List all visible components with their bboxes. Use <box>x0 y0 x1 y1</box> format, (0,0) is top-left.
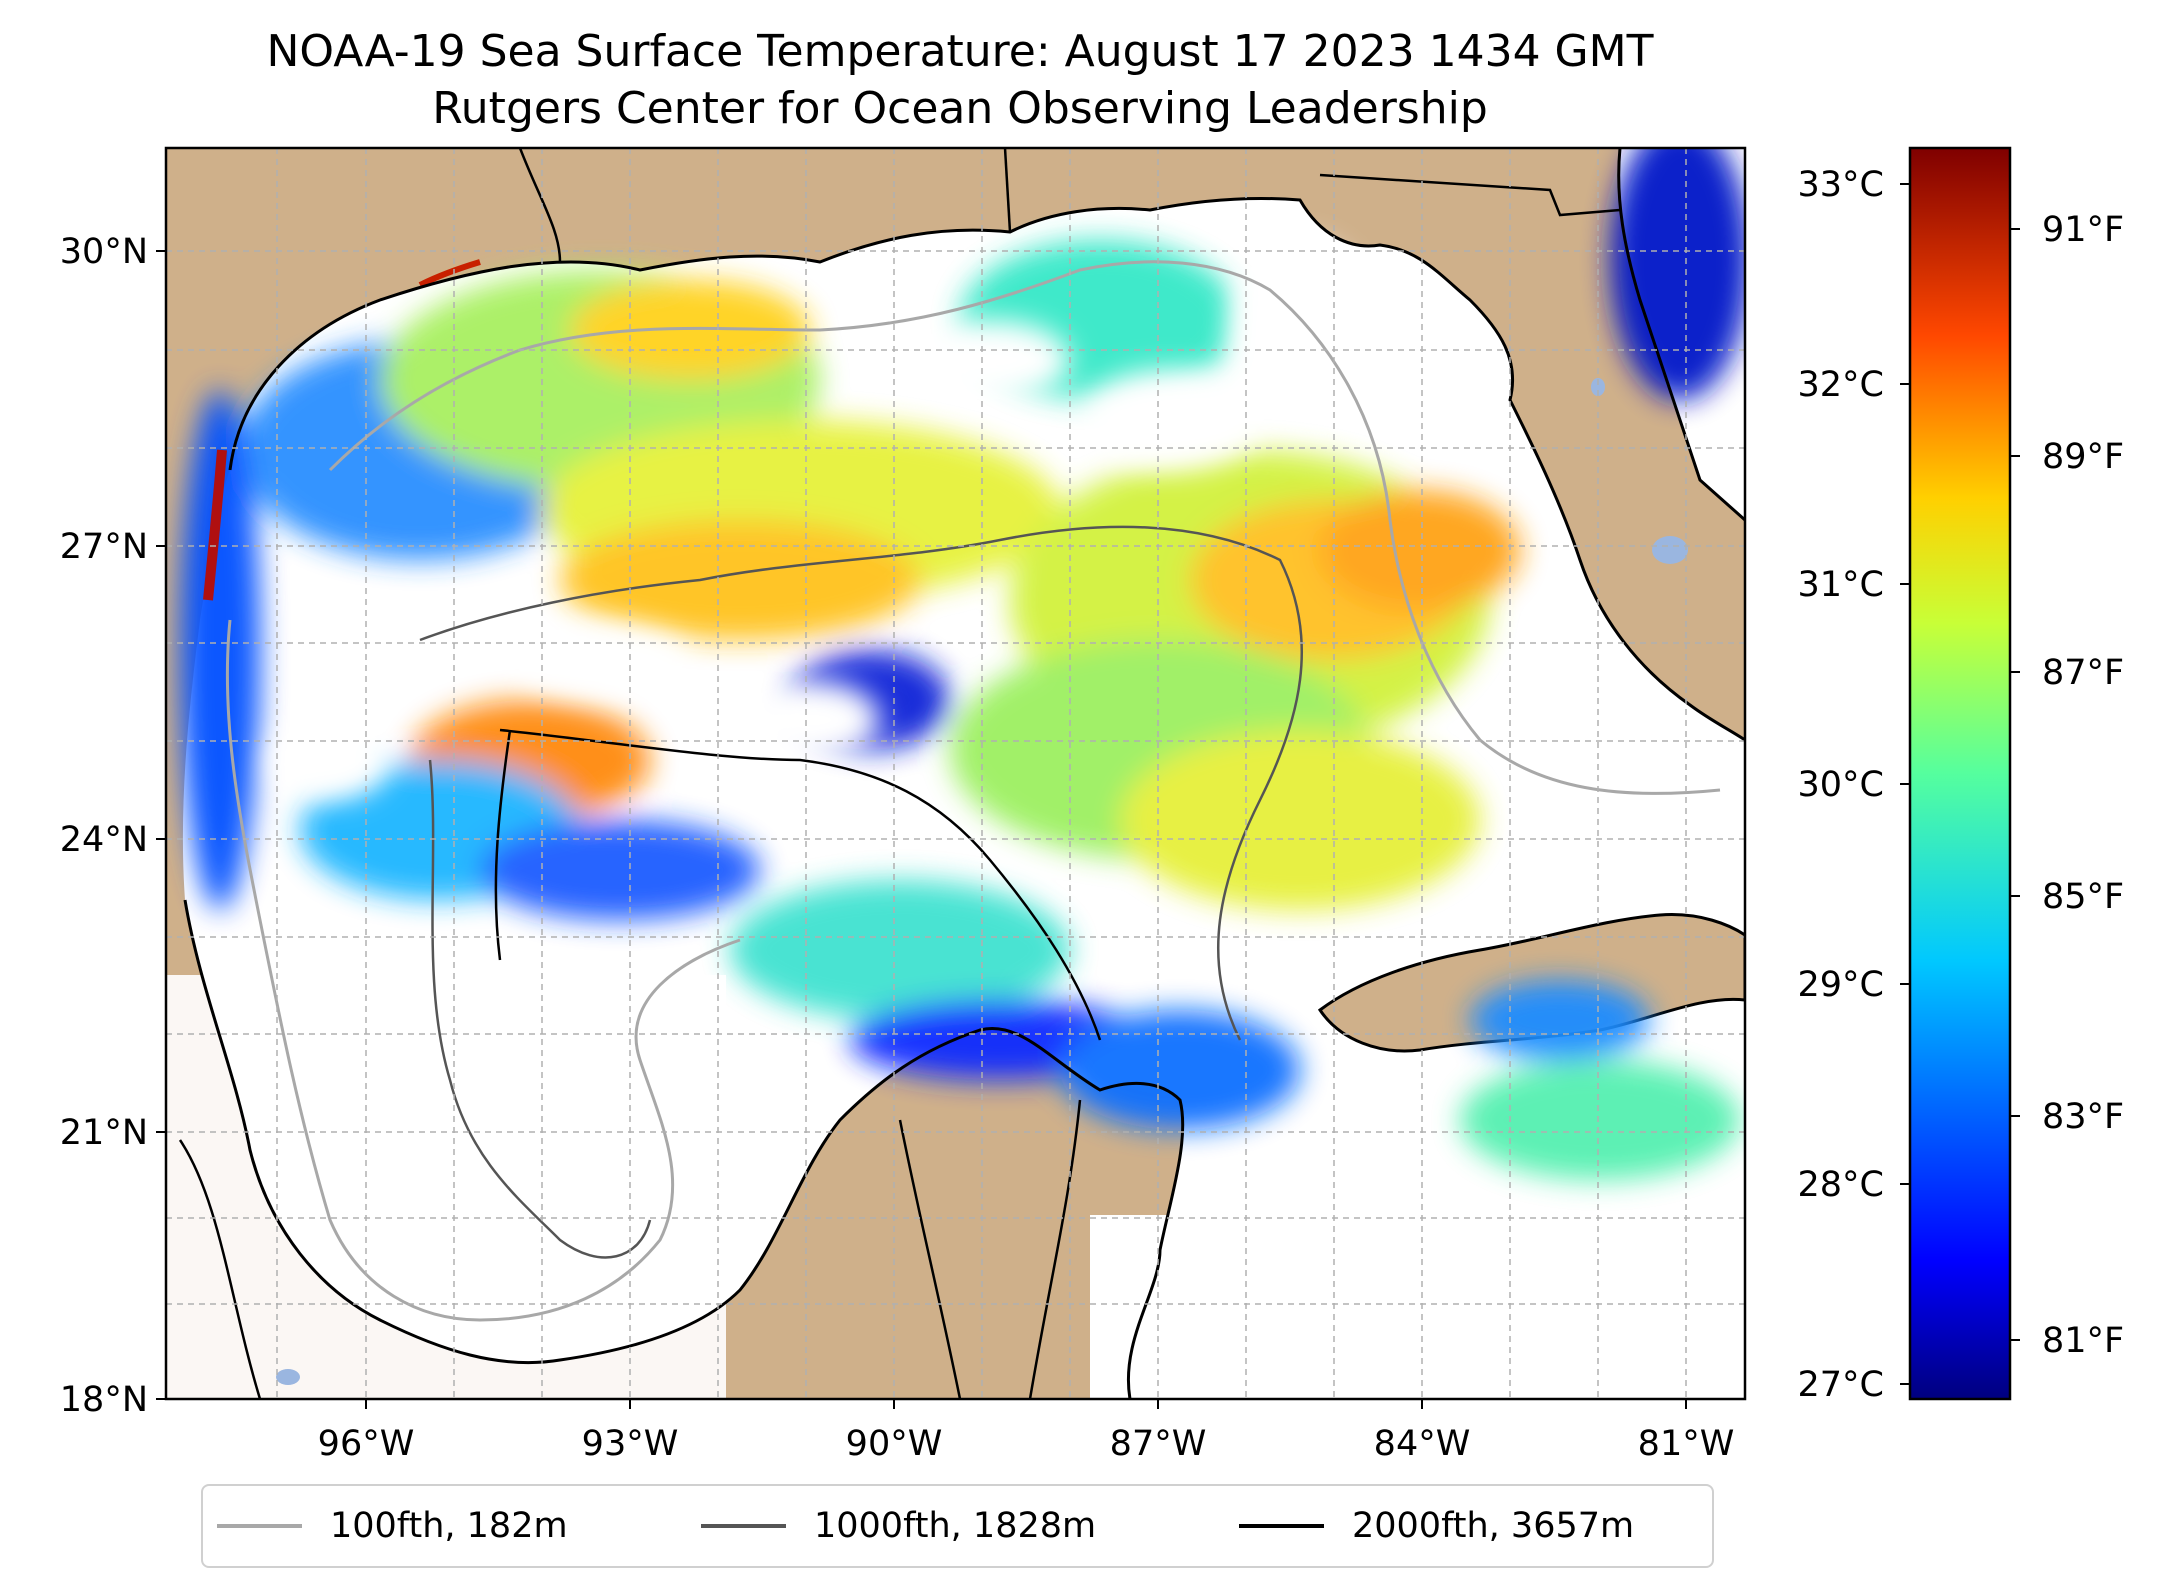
lon-label: 84°W <box>1374 1424 1471 1464</box>
colorbar: 33°C 32°C 31°C 30°C 29°C 28°C 27°C 91°F … <box>1798 146 2124 1405</box>
bathymetry-contours <box>225 260 1721 1322</box>
fahrenheit-tick: 87°F <box>2042 653 2124 693</box>
lon-label: 90°W <box>846 1424 943 1464</box>
legend-label: 100fth, 182m <box>330 1506 568 1546</box>
colorbar-gradient <box>1908 146 2012 1401</box>
longitude-labels: 96°W 93°W 90°W 87°W 84°W 81°W <box>318 1424 1735 1464</box>
latitude-labels: 30°N 27°N 24°N 21°N 18°N <box>60 232 148 1420</box>
lake <box>1591 378 1605 396</box>
lat-label: 21°N <box>60 1113 148 1153</box>
map-subtitle: Rutgers Center for Ocean Observing Leade… <box>432 83 1488 134</box>
celsius-tick: 31°C <box>1798 565 1884 605</box>
lat-label: 27°N <box>60 527 148 567</box>
legend-label: 2000fth, 3657m <box>1352 1506 1635 1546</box>
fahrenheit-tick: 81°F <box>2042 1321 2124 1361</box>
contour-legend: 100fth, 182m 1000fth, 1828m 2000fth, 365… <box>201 1484 1714 1568</box>
contour-2000fth <box>494 728 1102 1041</box>
legend-item-100fth: 100fth, 182m <box>217 1486 568 1566</box>
map-panel <box>166 148 1745 1399</box>
map-title: NOAA-19 Sea Surface Temperature: August … <box>266 26 1654 77</box>
coastline-south <box>183 899 1185 1399</box>
lon-label: 87°W <box>1110 1424 1207 1464</box>
celsius-tick: 32°C <box>1798 365 1884 405</box>
celsius-tick: 29°C <box>1798 965 1884 1005</box>
legend-line-icon <box>217 1524 302 1528</box>
lon-label: 93°W <box>582 1424 679 1464</box>
lake <box>276 1369 300 1385</box>
legend-line-icon <box>1239 1524 1324 1528</box>
fahrenheit-tick: 91°F <box>2042 210 2124 250</box>
celsius-tick: 30°C <box>1798 765 1884 805</box>
contour-100fth <box>225 260 1721 1322</box>
legend-item-2000fth: 2000fth, 3657m <box>1239 1486 1634 1566</box>
celsius-tick: 28°C <box>1798 1165 1884 1205</box>
lake-okeechobee <box>1652 536 1688 564</box>
contour-1000fth <box>419 525 1303 1259</box>
lat-label: 18°N <box>60 1380 148 1420</box>
lon-label: 81°W <box>1638 1424 1735 1464</box>
lat-label: 24°N <box>60 820 148 860</box>
fahrenheit-tick: 85°F <box>2042 877 2124 917</box>
fahrenheit-tick: 83°F <box>2042 1097 2124 1137</box>
legend-label: 1000fth, 1828m <box>814 1506 1097 1546</box>
fahrenheit-tick: 89°F <box>2042 437 2124 477</box>
celsius-tick: 27°C <box>1798 1365 1884 1405</box>
lat-label: 30°N <box>60 232 148 272</box>
legend-line-icon <box>701 1524 786 1528</box>
lon-label: 96°W <box>318 1424 415 1464</box>
map-frame <box>164 146 1747 1401</box>
celsius-tick: 33°C <box>1798 165 1884 205</box>
axis-ticks <box>156 250 1687 1409</box>
political-borders <box>178 148 1621 1399</box>
legend-item-1000fth: 1000fth, 1828m <box>701 1486 1096 1566</box>
sst-data-layer <box>166 148 1745 1399</box>
coastline <box>228 196 1745 742</box>
